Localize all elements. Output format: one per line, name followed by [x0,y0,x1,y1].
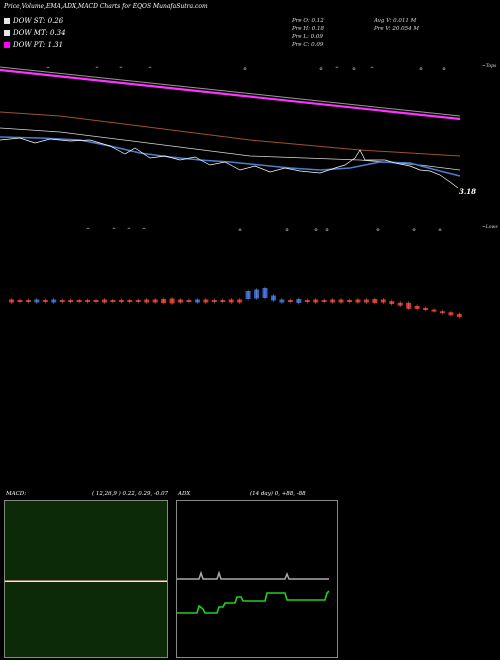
low-marker: o [438,227,441,233]
adx-panel [176,500,338,658]
macd-svg [5,580,167,582]
last-price-label: 3.18 [459,187,477,196]
top-marker: ^ [95,65,99,72]
price-lines [0,66,461,189]
top-marker: ^ [148,65,152,72]
legend-dow-pt: DOW PT: 1.31 [4,41,63,50]
adx-line [177,570,329,580]
legend-swatch-mt [4,30,10,36]
low-marker: o [325,227,328,233]
top-marker: o [442,66,445,72]
top-marker: ^ [119,65,123,72]
adx-svg [177,570,330,614]
top-marker: ^ [335,65,339,72]
mid-ema-line [0,127,461,171]
plus-di-line [177,590,330,614]
top-marker: o [319,66,322,72]
pt-trend-line [0,68,461,121]
legend-swatch-pt [4,42,10,48]
legend-dow-st: DOW ST: 0.26 [4,17,63,26]
low-marker: o [238,227,241,233]
legend-swatch-st [4,18,10,24]
chart-title: Price,Volume,EMA,ADX,MACD Charts for EQO… [4,3,208,10]
macd-panel [4,500,168,658]
short-ema-line [0,136,461,177]
stat-avg-volume: Avg V: 0.011 M [374,18,417,24]
volume-bars [9,286,462,319]
legend-dow-pt-label: DOW PT: 1.31 [13,41,64,49]
top-marker: ^ [370,65,374,72]
low-marker: ^ [142,226,146,233]
low-marker: o [376,227,379,233]
low-marker: ^ [86,226,90,233]
stat-prev-low: Pre L: 0.09 [292,34,323,40]
top-marker: ^ [46,65,50,72]
adx-title-left: ADX [178,491,191,497]
pt-shadow-line [0,66,461,117]
lows-label: ~Lows [482,225,498,230]
top-marker: o [419,66,422,72]
tops-label: ~Tops [482,64,497,69]
legend-dow-mt: DOW MT: 0.34 [4,29,66,38]
lows-markers: ^ ^ ^ ^ o o o o o o o [86,226,442,233]
stat-prev-open: Pre O: 0.12 [292,18,324,24]
low-marker: o [314,227,317,233]
long-ema-line [0,111,461,157]
legend-dow-st-label: DOW ST: 0.26 [13,17,64,25]
top-marker: o [352,66,355,72]
low-marker: o [412,227,415,233]
low-marker: o [285,227,288,233]
macd-title-right: ( 12,26,9 ) 0.22, 0.29, -0.07 [92,491,169,497]
stat-prev-close: Pre C: 0.09 [292,42,324,48]
tops-markers: ^ ^ ^ ^ o o ^ o ^ o o [46,65,446,72]
stat-prev-high: Pre H: 0.18 [292,26,324,32]
low-marker: ^ [127,226,131,233]
adx-title-right: (14 day) 0, +88, -88 [250,491,306,497]
top-marker: o [243,66,246,72]
low-marker: ^ [112,226,116,233]
stat-prev-volume: Pre V: 20.054 M [374,26,419,32]
price-line [0,137,459,189]
legend-dow-mt-label: DOW MT: 0.34 [13,29,66,37]
macd-title-left: MACD: [6,491,27,497]
